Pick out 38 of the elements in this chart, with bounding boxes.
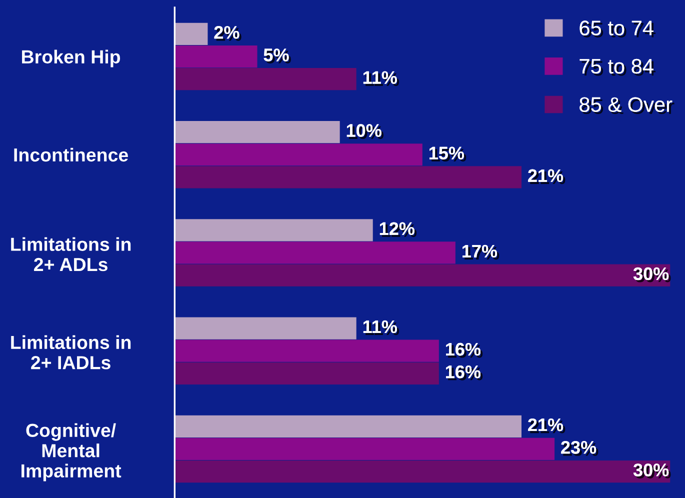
- data-label: 17%: [462, 244, 500, 260]
- bar: [174, 362, 439, 384]
- data-label: 2%: [214, 26, 242, 41]
- bar: [174, 68, 356, 90]
- data-label: 10%: [346, 124, 384, 139]
- y-tick-label: Limitations in 2+ IADLs: [11, 335, 131, 370]
- legend-label: 65 to 74: [580, 20, 656, 38]
- data-label: 5%: [264, 48, 291, 64]
- data-label: 16%: [446, 342, 483, 358]
- bar: [174, 166, 522, 188]
- data-label: 23%: [561, 441, 598, 456]
- bar: [174, 340, 439, 362]
- data-label: 11%: [363, 320, 400, 336]
- bar: [174, 144, 422, 166]
- bar: [174, 45, 258, 68]
- y-tick-label: Limitations in 2+ ADLs: [11, 237, 131, 272]
- y-tick-label: Broken Hip: [22, 50, 120, 68]
- data-label: 30%: [633, 464, 671, 478]
- data-label: 30%: [633, 267, 671, 282]
- y-tick-label: Incontinence: [14, 148, 128, 162]
- bar: [174, 22, 208, 46]
- y-tick-label: Cognitive/ Mental Impairment: [22, 423, 122, 482]
- bar: [174, 415, 522, 438]
- data-label: 15%: [429, 146, 466, 162]
- data-label: 21%: [528, 169, 566, 184]
- bar: [174, 317, 356, 340]
- legend-label: 75 to 84: [580, 58, 656, 76]
- bar: [174, 460, 670, 483]
- bar: [174, 438, 555, 460]
- data-label: 11%: [363, 71, 400, 86]
- bar: [174, 242, 456, 264]
- legend-label: 85 & Over: [580, 97, 674, 114]
- bar: [174, 264, 670, 286]
- data-label: 12%: [380, 222, 417, 238]
- bar: [174, 121, 340, 144]
- data-label: 16%: [446, 365, 483, 380]
- data-label: 21%: [528, 418, 566, 434]
- bar: [174, 219, 373, 242]
